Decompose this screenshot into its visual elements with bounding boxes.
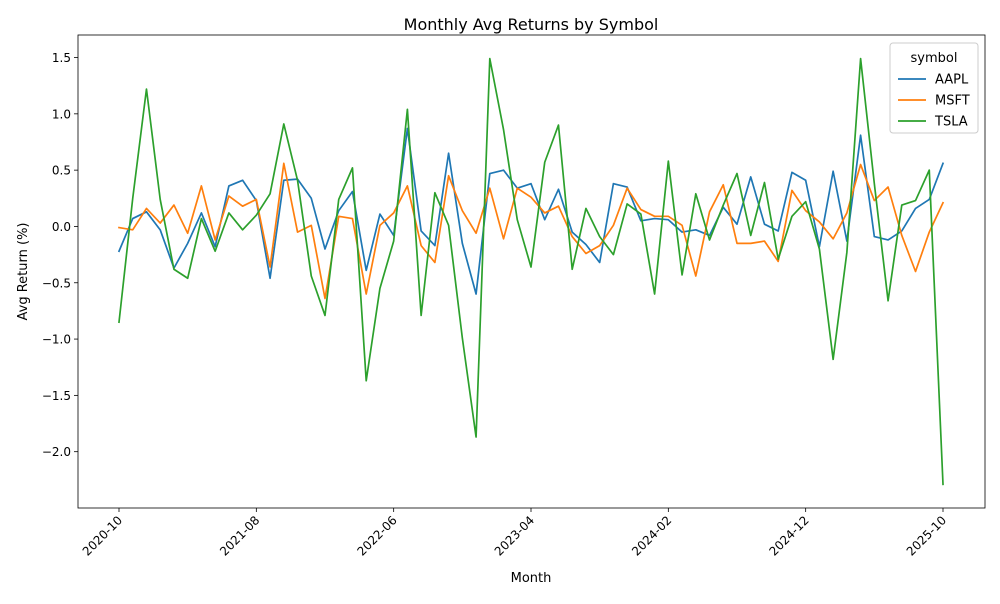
axes-background	[78, 35, 985, 508]
series-layer	[117, 57, 945, 486]
y-tick-label: −1.5	[42, 389, 71, 403]
y-axis-label: Avg Return (%)	[16, 223, 31, 321]
legend-label-msft: MSFT	[935, 94, 970, 109]
y-tick-label: 1.5	[52, 51, 71, 65]
x-axis-label: Month	[511, 571, 552, 586]
axes-frame	[77, 34, 986, 509]
plot-area	[77, 34, 986, 509]
y-tick-label: 0.5	[52, 164, 71, 178]
legend: symbol AAPL MSFT TSLA	[889, 42, 979, 134]
y-tick-label: 1.0	[52, 107, 71, 121]
y-tick-label: −1.0	[42, 333, 71, 347]
legend-items: AAPL MSFT TSLA	[898, 73, 970, 130]
y-tick-label: −2.0	[42, 445, 71, 459]
legend-label-tsla: TSLA	[934, 115, 968, 130]
chart-title: Monthly Avg Returns by Symbol	[404, 15, 659, 34]
series-line-msft	[118, 162, 945, 300]
y-tick-label: 0.0	[52, 220, 71, 234]
legend-title: symbol	[911, 51, 958, 66]
legend-frame	[889, 42, 979, 134]
legend-label-aapl: AAPL	[935, 73, 969, 88]
y-axis-ticks: −2.0 −1.5 −1.0 −0.5 0.0 0.5 1.0 1.5	[42, 51, 78, 459]
y-tick-label: −0.5	[42, 276, 71, 290]
series-line-tsla	[118, 57, 944, 486]
